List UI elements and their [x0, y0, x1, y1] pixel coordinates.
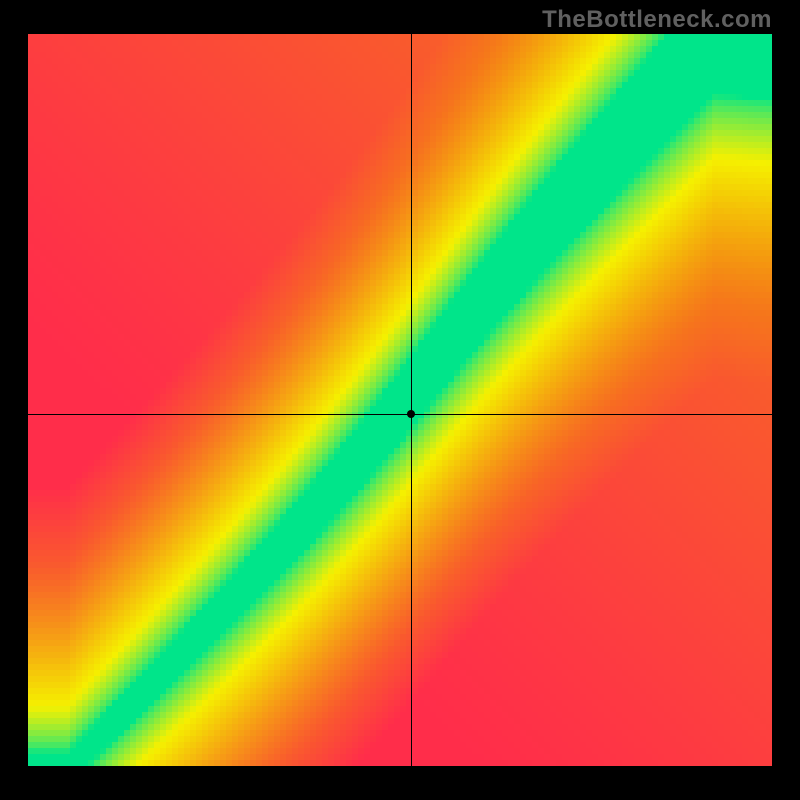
bottleneck-heatmap [0, 0, 800, 800]
crosshair-horizontal-line [28, 414, 772, 415]
crosshair-vertical-line [411, 34, 412, 766]
crosshair-marker-dot [407, 410, 415, 418]
watermark-text: TheBottleneck.com [542, 6, 772, 34]
